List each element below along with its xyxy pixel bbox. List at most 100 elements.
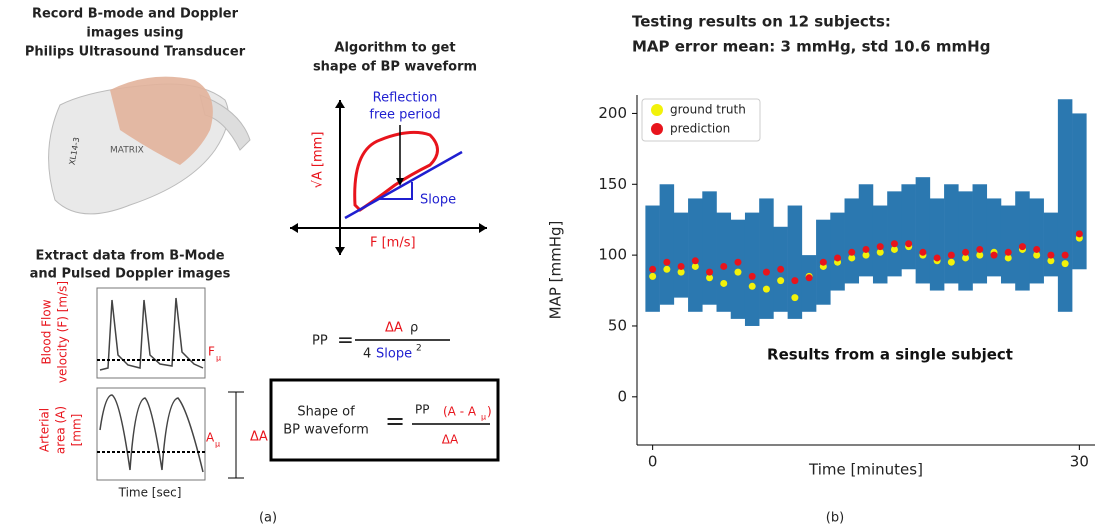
point bbox=[677, 262, 685, 270]
point bbox=[848, 248, 856, 256]
point bbox=[947, 251, 955, 259]
point bbox=[876, 243, 884, 251]
title: Algorithm to get bbox=[334, 41, 455, 56]
formula: Slope bbox=[376, 347, 412, 362]
point bbox=[691, 262, 699, 270]
signal-band bbox=[1015, 191, 1030, 291]
axis-label: Time [sec] bbox=[118, 486, 182, 500]
waveform-plots bbox=[96, 287, 244, 481]
formula: PP bbox=[312, 334, 328, 349]
brand: MATRIX bbox=[110, 146, 144, 156]
formula-box bbox=[269, 378, 500, 462]
axis-label: area (A) bbox=[54, 406, 68, 454]
label: Slope bbox=[420, 193, 456, 208]
point bbox=[706, 274, 714, 282]
caption: (a) bbox=[259, 511, 277, 526]
point bbox=[990, 251, 998, 259]
signal-band bbox=[887, 191, 902, 277]
point bbox=[762, 268, 770, 276]
y-tick-label: 100 bbox=[598, 246, 627, 264]
point bbox=[777, 265, 785, 273]
point bbox=[962, 254, 970, 262]
x-tick-label: 30 bbox=[1070, 453, 1089, 471]
point bbox=[962, 248, 970, 256]
point bbox=[649, 265, 657, 273]
point bbox=[706, 268, 714, 276]
signal-band bbox=[858, 184, 874, 277]
point bbox=[919, 248, 927, 256]
plot-area: 0 50 100 150 200 0 30 ground truth prediction bbox=[598, 95, 1095, 471]
point bbox=[1033, 245, 1041, 253]
point bbox=[734, 268, 742, 276]
label: free period bbox=[369, 108, 440, 123]
point bbox=[976, 251, 984, 259]
point bbox=[762, 285, 770, 293]
formula: μ bbox=[481, 413, 486, 422]
point bbox=[976, 245, 984, 253]
title: shape of BP waveform bbox=[313, 60, 477, 75]
signal-band bbox=[759, 198, 774, 319]
signal-band bbox=[787, 205, 803, 319]
point bbox=[677, 268, 685, 276]
legend-marker bbox=[651, 104, 663, 116]
point bbox=[748, 272, 756, 280]
point bbox=[1018, 243, 1026, 251]
signal-band bbox=[744, 212, 760, 326]
point bbox=[1061, 251, 1069, 259]
formula: ) bbox=[487, 405, 492, 419]
point bbox=[1047, 257, 1055, 265]
axis-label: Arterial bbox=[38, 408, 52, 452]
signal-band bbox=[1072, 113, 1087, 270]
signal-band bbox=[659, 184, 675, 305]
y-tick-label: 50 bbox=[608, 316, 627, 334]
point bbox=[1047, 251, 1055, 259]
point bbox=[905, 240, 913, 248]
signal-band bbox=[1043, 212, 1059, 277]
formula: 4 bbox=[363, 347, 371, 362]
point bbox=[1061, 260, 1069, 268]
point bbox=[649, 272, 657, 280]
signal-band bbox=[801, 255, 817, 312]
title: images using bbox=[86, 26, 183, 41]
signal-band bbox=[1029, 198, 1044, 284]
signal-band bbox=[929, 198, 945, 291]
chart-title: Testing results on 12 subjects: bbox=[632, 13, 891, 31]
legend-box bbox=[641, 98, 761, 142]
signal-band bbox=[986, 198, 1002, 277]
axis-label: √A [mm] bbox=[311, 132, 326, 189]
label: A bbox=[206, 431, 215, 445]
signal-band bbox=[915, 177, 931, 284]
title: Record B-mode and Doppler bbox=[32, 7, 239, 22]
formula: Shape of bbox=[297, 405, 355, 420]
title: Extract data from B-Mode bbox=[35, 249, 224, 264]
formula: ΔA bbox=[385, 321, 403, 336]
title: and Pulsed Doppler images bbox=[30, 267, 231, 282]
formula: 2 bbox=[416, 344, 422, 354]
formula: BP waveform bbox=[283, 423, 369, 438]
legend-label: ground truth bbox=[670, 103, 746, 117]
signal-band bbox=[958, 191, 973, 291]
point bbox=[734, 258, 742, 266]
legend-marker bbox=[651, 123, 663, 135]
title: Philips Ultrasound Transducer bbox=[25, 45, 246, 60]
point bbox=[819, 258, 827, 266]
point bbox=[777, 277, 785, 285]
caption: (b) bbox=[826, 511, 844, 526]
point bbox=[1004, 254, 1012, 262]
signal-band bbox=[944, 184, 959, 284]
point bbox=[663, 265, 671, 273]
signal-band bbox=[901, 184, 916, 270]
formula: ρ bbox=[410, 321, 418, 336]
point bbox=[748, 282, 756, 290]
chart-title: MAP error mean: 3 mmHg, std 10.6 mmHg bbox=[632, 38, 990, 56]
signal-band bbox=[716, 212, 732, 312]
legend-label: prediction bbox=[670, 122, 730, 136]
point bbox=[1004, 248, 1012, 256]
transducer-illustration: MATRIX XL14-3 bbox=[48, 76, 251, 215]
point bbox=[791, 277, 799, 285]
signal-band bbox=[972, 184, 988, 284]
y-axis-label: MAP [mmHg] bbox=[547, 221, 565, 320]
point bbox=[933, 254, 941, 262]
label: Reflection bbox=[373, 91, 438, 106]
algorithm-diagram bbox=[290, 100, 487, 255]
